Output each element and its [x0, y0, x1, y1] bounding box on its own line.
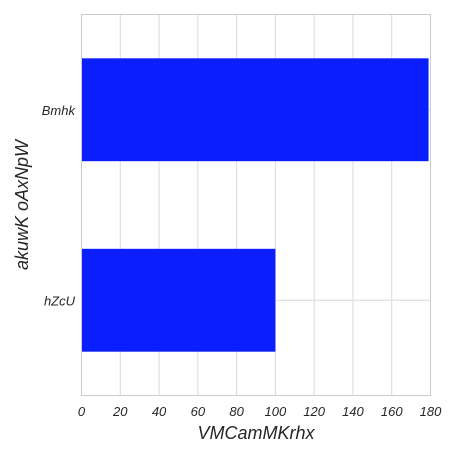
x-tick-label: 140 — [342, 404, 364, 419]
x-tick-label: 100 — [265, 404, 287, 419]
x-tick-label: 40 — [152, 404, 167, 419]
x-tick-label: 120 — [303, 404, 325, 419]
y-tick-label: hZcU — [44, 293, 76, 308]
x-tick-label: 60 — [191, 404, 206, 419]
y-axis-title: akuwK oAxNpW — [12, 138, 32, 270]
x-axis-title: VMCamMKrhx — [197, 423, 315, 443]
bar-hZcU — [81, 248, 276, 352]
x-tick-label: 20 — [112, 404, 128, 419]
y-tick-labels: Bmhk hZcU — [42, 103, 77, 309]
y-tick-label: Bmhk — [42, 103, 77, 118]
x-tick-label: 160 — [381, 404, 403, 419]
x-tick-labels: 0 20 40 60 80 100 120 140 160 180 — [78, 404, 442, 419]
x-tick-label: 180 — [420, 404, 442, 419]
bar-Bmhk — [81, 58, 429, 162]
x-tick-label: 0 — [78, 404, 86, 419]
x-tick-label: 80 — [229, 404, 244, 419]
plot-frame — [81, 14, 431, 396]
bars — [81, 58, 429, 352]
